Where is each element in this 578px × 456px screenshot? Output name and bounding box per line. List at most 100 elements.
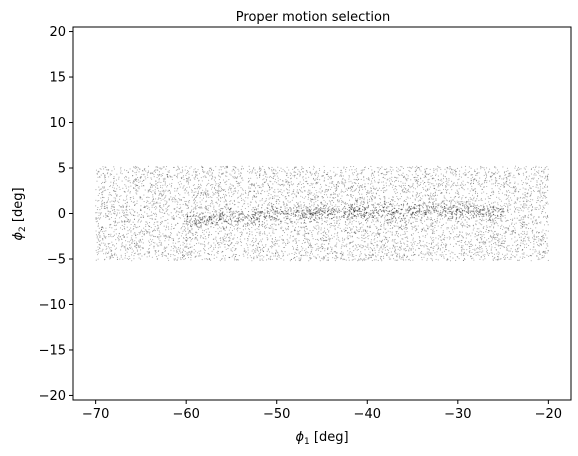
scatter-point	[405, 259, 407, 261]
scatter-point	[229, 238, 231, 240]
scatter-point	[388, 222, 390, 224]
scatter-point	[257, 205, 259, 207]
scatter-point	[316, 243, 318, 245]
scatter-point	[346, 243, 348, 245]
scatter-point	[446, 182, 448, 185]
scatter-point	[494, 201, 496, 203]
scatter-point	[289, 184, 291, 187]
scatter-point	[528, 255, 530, 257]
scatter-point	[479, 242, 481, 244]
scatter-point	[380, 247, 382, 249]
scatter-point	[307, 232, 309, 234]
scatter-point	[219, 244, 221, 246]
scatter-point	[151, 217, 153, 219]
scatter-point	[154, 203, 156, 205]
scatter-point	[413, 243, 415, 245]
scatter-point	[438, 212, 440, 214]
scatter-point	[213, 242, 215, 244]
scatter-point	[526, 193, 528, 195]
scatter-point	[104, 258, 106, 260]
scatter-point	[495, 238, 497, 240]
scatter-point	[208, 216, 210, 218]
scatter-point	[395, 186, 397, 188]
scatter-point	[461, 224, 463, 227]
scatter-point	[534, 222, 536, 224]
scatter-point	[471, 194, 474, 196]
scatter-point	[271, 226, 273, 228]
scatter-point	[224, 240, 226, 242]
scatter-point	[251, 250, 253, 252]
scatter-point	[320, 216, 322, 218]
scatter-point	[292, 240, 294, 242]
scatter-point	[241, 168, 243, 170]
scatter-point	[116, 194, 118, 196]
scatter-point	[358, 237, 360, 239]
scatter-point	[520, 227, 522, 229]
scatter-point	[219, 204, 221, 206]
scatter-point	[293, 257, 295, 260]
scatter-point	[252, 257, 255, 259]
scatter-point	[524, 193, 526, 196]
scatter-point	[367, 258, 369, 260]
scatter-point	[506, 191, 508, 193]
scatter-point	[176, 177, 178, 179]
scatter-point	[264, 181, 267, 183]
scatter-point	[222, 166, 224, 168]
scatter-point	[217, 198, 219, 200]
scatter-point	[179, 257, 182, 259]
scatter-point	[478, 228, 480, 230]
scatter-point	[318, 213, 321, 215]
scatter-point	[403, 254, 406, 256]
scatter-point	[215, 189, 217, 191]
scatter-point	[221, 173, 223, 175]
scatter-point	[485, 218, 487, 220]
scatter-point	[217, 224, 220, 226]
scatter-point	[346, 194, 349, 196]
scatter-point	[323, 210, 325, 212]
scatter-point	[264, 217, 266, 219]
scatter-point	[113, 176, 115, 178]
scatter-point	[183, 249, 185, 251]
scatter-point	[248, 187, 250, 189]
scatter-point	[211, 172, 213, 174]
scatter-point	[384, 204, 386, 206]
scatter-point	[337, 231, 339, 234]
scatter-point	[373, 196, 375, 198]
scatter-point	[279, 218, 281, 220]
scatter-point	[141, 173, 143, 175]
scatter-point	[362, 260, 364, 262]
scatter-point	[189, 254, 191, 256]
scatter-point	[358, 231, 360, 233]
scatter-point	[433, 211, 435, 213]
scatter-point	[506, 249, 508, 251]
scatter-point	[460, 235, 463, 237]
scatter-point	[221, 212, 223, 214]
scatter-point	[475, 251, 477, 253]
scatter-point	[113, 197, 115, 199]
scatter-point	[452, 174, 454, 176]
scatter-point	[219, 246, 221, 248]
scatter-point	[274, 211, 276, 213]
scatter-point	[453, 227, 455, 229]
scatter-point	[242, 168, 244, 170]
scatter-point	[184, 200, 186, 203]
scatter-point	[507, 196, 509, 198]
scatter-point	[530, 218, 532, 220]
scatter-point	[129, 258, 131, 260]
scatter-point	[194, 255, 196, 257]
scatter-point	[341, 244, 343, 246]
scatter-point	[523, 231, 525, 233]
scatter-point	[98, 227, 100, 229]
scatter-point	[153, 236, 155, 238]
scatter-point	[138, 257, 140, 259]
scatter-point	[403, 187, 405, 189]
scatter-point	[356, 249, 358, 251]
scatter-point	[361, 237, 363, 239]
scatter-point	[96, 173, 98, 175]
scatter-point	[459, 234, 461, 236]
scatter-point	[465, 234, 468, 236]
scatter-point	[187, 178, 189, 180]
scatter-point	[287, 182, 289, 184]
scatter-point	[171, 217, 173, 219]
scatter-point	[329, 223, 331, 225]
